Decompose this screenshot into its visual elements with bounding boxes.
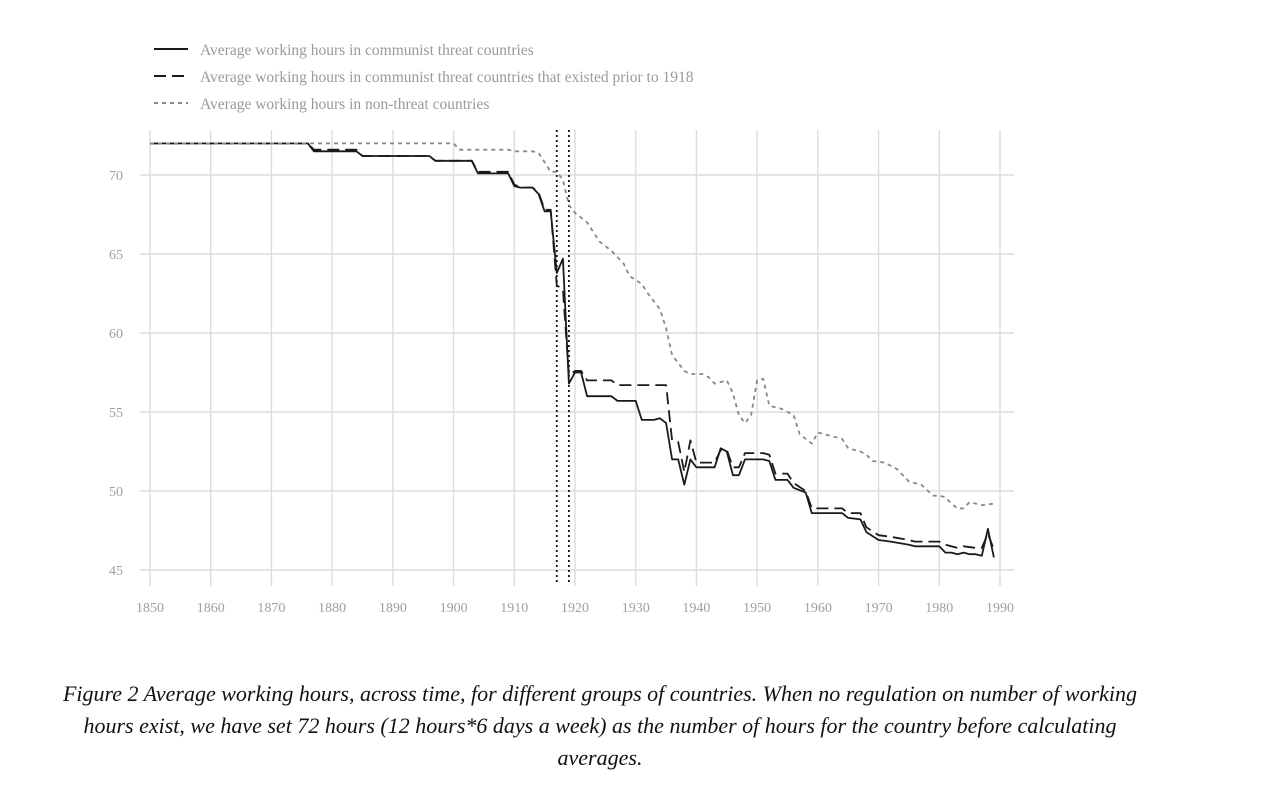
line-chart: Average working hours in communist threa…: [109, 42, 1014, 616]
y-tick-label: 45: [109, 564, 123, 579]
x-tick-label: 1900: [440, 601, 468, 616]
series-line-dashed: [150, 142, 995, 550]
x-tick-label: 1940: [682, 601, 710, 616]
chart-series: [150, 142, 995, 558]
y-tick-label: 65: [109, 248, 123, 263]
y-tick-label: 60: [109, 327, 123, 342]
series-line-solid: [150, 142, 995, 558]
legend-label-threat-pre1918: Average working hours in communist threa…: [200, 69, 694, 86]
x-tick-label: 1950: [743, 601, 771, 616]
x-tick-label: 1870: [257, 601, 285, 616]
x-tick-label: 1860: [197, 601, 225, 616]
x-tick-label: 1930: [622, 601, 650, 616]
y-tick-label: 50: [109, 485, 123, 500]
y-tick-label: 70: [109, 169, 123, 184]
x-tick-label: 1880: [318, 601, 346, 616]
x-tick-label: 1980: [925, 601, 953, 616]
legend-label-threat: Average working hours in communist threa…: [200, 42, 534, 59]
figure-caption: Figure 2 Average working hours, across t…: [62, 681, 1138, 770]
x-tick-label: 1920: [561, 601, 589, 616]
y-tick-label: 55: [109, 406, 123, 421]
x-tick-label: 1960: [804, 601, 832, 616]
series-line-dotted: [150, 142, 995, 510]
x-tick-label: 1890: [379, 601, 407, 616]
x-tick-label: 1970: [865, 601, 893, 616]
x-tick-label: 1990: [986, 601, 1014, 616]
x-tick-label: 1850: [136, 601, 164, 616]
legend-label-non-threat: Average working hours in non-threat coun…: [200, 96, 489, 113]
axis-ticks: 1850 1860 1870 1880 1890 1900 1910 1920 1930 1940…: [109, 169, 1014, 616]
x-tick-label: 1910: [500, 601, 528, 616]
chart-grid: [140, 130, 1014, 586]
chart-legend: Average working hours in communist threa…: [154, 42, 694, 113]
